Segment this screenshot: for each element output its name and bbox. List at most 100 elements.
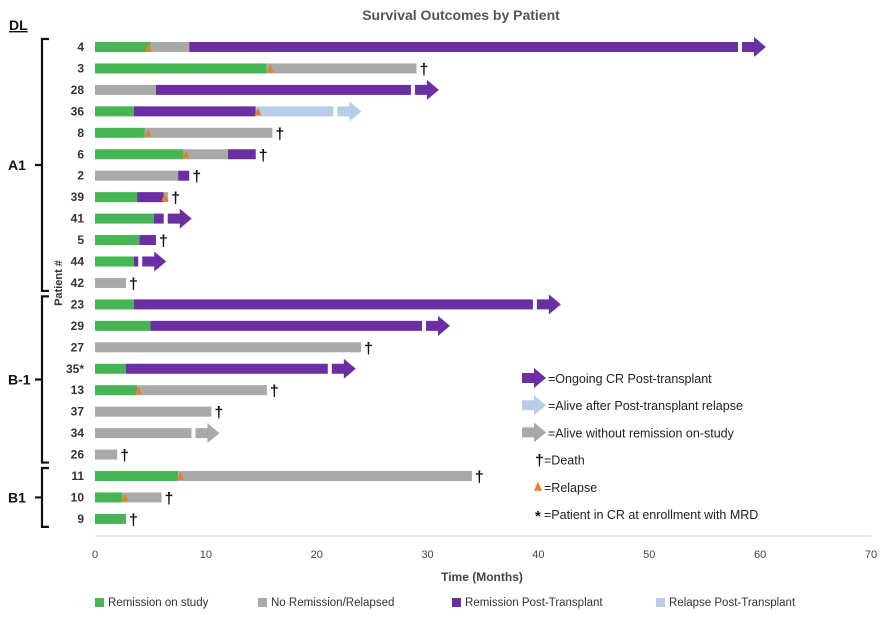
legend-arrow-icon-shape — [522, 368, 546, 388]
x-tick-label: 0 — [92, 549, 98, 561]
ongoing-cr-arrow-shape — [536, 294, 561, 315]
bar-segment-no-remission — [144, 127, 273, 138]
patient-label: 26 — [71, 448, 85, 462]
x-tick-label: 20 — [311, 549, 323, 561]
death-marker: † — [159, 233, 168, 250]
death-marker: † — [129, 276, 138, 293]
bar-segment-no-remission — [95, 406, 212, 417]
annotation-legend-label: =Patient in CR at enrollment with MRD — [544, 508, 758, 522]
bar-segment-remission-post-transplant — [133, 256, 139, 267]
patient-label: 36 — [71, 104, 85, 118]
annotation-legend: =Ongoing CR Post-transplant =Alive after … — [522, 368, 758, 525]
death-marker: † — [165, 490, 174, 507]
bar-segment-no-remission — [95, 428, 192, 439]
bar-segment-remission-post-transplant — [126, 363, 328, 374]
bar-segment-remission-on-study — [95, 320, 151, 331]
legend-arrow-icon — [522, 395, 546, 416]
relapse-marker — [182, 150, 190, 159]
bar-segment-no-remission — [95, 342, 362, 353]
ongoing-cr-arrow-shape — [426, 315, 451, 336]
dagger-icon: † — [535, 453, 544, 470]
x-axis-label: Time (Months) — [441, 570, 523, 584]
patient-row: 37 † — [71, 405, 224, 422]
ongoing-cr-arrow — [414, 79, 439, 100]
patient-label: 11 — [71, 469, 84, 483]
legend-swatch — [452, 598, 461, 607]
legend-arrow-icon — [522, 422, 546, 443]
patient-label: 23 — [71, 297, 85, 311]
patient-row: 29 — [71, 315, 451, 336]
ongoing-cr-arrow — [167, 208, 192, 229]
patient-label: 29 — [71, 319, 85, 333]
annotation-legend-item: † =Death — [535, 453, 585, 470]
patient-label: 5 — [77, 233, 84, 247]
death-marker: † — [259, 147, 268, 164]
ongoing-cr-arrow — [741, 37, 766, 57]
patient-row: 27 † — [71, 340, 373, 357]
annotation-legend-label: =Alive after Post-transplant relapse — [548, 399, 743, 413]
patient-row: 39 † — [71, 190, 180, 207]
bar-segment-remission-post-transplant — [153, 213, 164, 224]
ongoing-cr-arrow — [536, 294, 561, 315]
ongoing-cr-arrow-shape — [741, 37, 766, 57]
bar-segment-remission-post-transplant — [133, 106, 256, 117]
patient-label: 8 — [77, 126, 84, 140]
bar-segment-remission-on-study — [95, 213, 154, 224]
bar-segment-remission-on-study — [95, 256, 134, 267]
death-marker: † — [192, 169, 201, 186]
ongoing-cr-arrow-shape — [142, 251, 167, 272]
ongoing-cr-arrow — [426, 315, 451, 336]
patient-row: 6 † — [77, 147, 267, 164]
patient-label: 13 — [71, 383, 85, 397]
bar-segment-remission-on-study — [95, 235, 140, 246]
bar-segment-remission-post-transplant — [228, 149, 256, 160]
alive-no-remission-arrow — [195, 423, 220, 444]
bar-segment-remission-on-study — [95, 492, 123, 503]
series-legend: Remission on study No Remission/Relapsed R… — [95, 597, 796, 609]
patient-label: 2 — [77, 169, 84, 183]
patient-row: 5 † — [77, 233, 168, 250]
annotation-legend-label: =Relapse — [544, 481, 597, 495]
x-tick-label: 60 — [754, 549, 766, 561]
bar-segment-remission-on-study — [95, 127, 145, 138]
patient-label: 44 — [71, 255, 85, 269]
bar-segment-no-remission — [178, 471, 472, 481]
x-tick-label: 30 — [421, 549, 433, 561]
series-legend-item: Remission Post-Transplant — [452, 597, 603, 609]
death-marker: † — [120, 448, 129, 465]
ongoing-cr-arrow-shape — [414, 79, 439, 100]
patient-label: 34 — [71, 426, 85, 440]
ongoing-cr-arrow-shape — [167, 208, 192, 229]
bar-segment-remission-post-transplant — [189, 42, 738, 52]
bar-segment-no-remission — [95, 170, 179, 181]
relapse-marker — [121, 493, 129, 502]
series-legend-label: Relapse Post-Transplant — [669, 597, 796, 609]
bar-segment-remission-post-transplant — [139, 235, 156, 246]
patient-label: 10 — [71, 490, 85, 504]
relapse-marker — [134, 386, 142, 395]
series-legend-item: Relapse Post-Transplant — [656, 597, 796, 609]
death-marker: † — [475, 469, 484, 486]
patient-row: 44 — [71, 251, 167, 272]
patient-label: 3 — [77, 61, 84, 75]
patient-label: 6 — [77, 147, 84, 161]
group-label: B-1 — [8, 371, 31, 387]
patient-label: 35* — [66, 362, 84, 376]
death-marker: † — [171, 190, 180, 207]
group-brackets: A1 B-1 B1 — [8, 37, 49, 528]
bar-segment-remission-on-study — [95, 63, 267, 74]
bar-segment-no-remission — [122, 492, 162, 503]
relapse-marker — [161, 193, 169, 202]
legend-swatch — [656, 598, 665, 607]
annotation-legend-item: =Ongoing CR Post-transplant — [522, 368, 712, 388]
bar-segment-no-remission — [137, 385, 267, 396]
legend-arrow-icon — [522, 368, 546, 388]
death-marker: † — [129, 512, 138, 529]
relapse-marker — [144, 128, 152, 137]
x-tick-label: 40 — [532, 549, 544, 561]
patient-row: 28 — [71, 79, 439, 100]
ongoing-cr-arrow — [142, 251, 167, 272]
bar-segment-remission-on-study — [95, 363, 127, 374]
